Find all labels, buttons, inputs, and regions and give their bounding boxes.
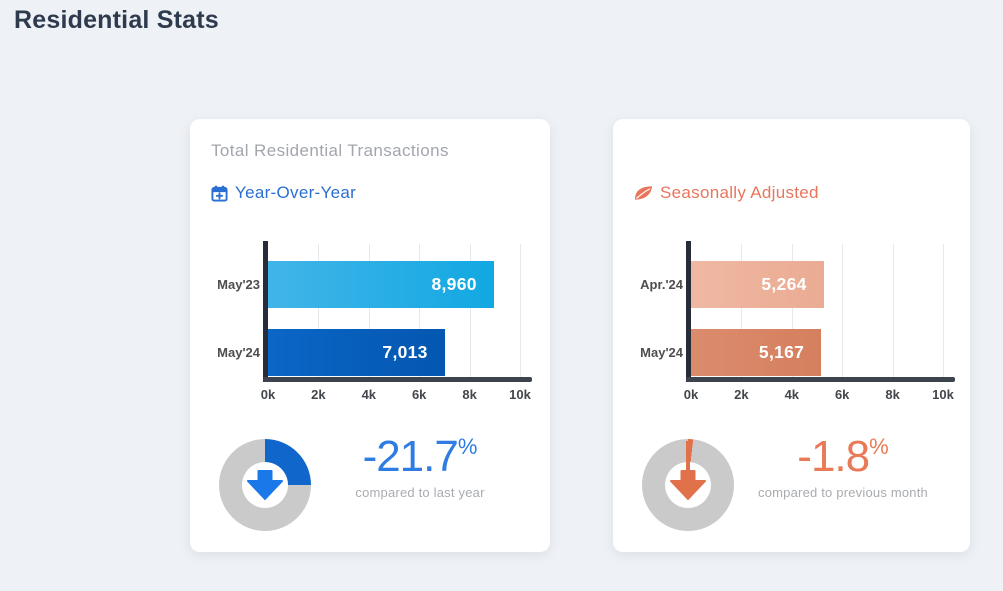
calendar-plus-icon <box>211 185 228 202</box>
bar-value-label: 5,264 <box>761 274 807 294</box>
tick-label: 2k <box>311 387 326 402</box>
bar-value-label: 7,013 <box>382 342 428 362</box>
bar-value-label: 5,167 <box>758 342 805 362</box>
bar-apr24: 5,264 <box>691 261 824 308</box>
comparison-caption: compared to previous month <box>758 485 928 500</box>
tick-label: 0k <box>260 387 276 402</box>
category-label: May'23 <box>217 277 260 292</box>
page-title: Residential Stats <box>14 6 219 34</box>
arrow-down-icon <box>668 469 708 506</box>
arrow-down-icon <box>245 469 285 506</box>
change-summary: -1.8% compared to previous month <box>735 435 951 501</box>
leaf-icon <box>634 185 653 201</box>
tick-label: 10k <box>509 387 531 402</box>
bar-may23: 8,960 <box>268 261 494 308</box>
x-axis-ticks: 0k 2k 4k 6k 8k 10k <box>684 387 954 403</box>
gridline <box>318 244 320 377</box>
year-over-year-label: Year-Over-Year <box>235 183 357 202</box>
tick-label: 4k <box>361 387 377 402</box>
year-over-year-badge: Year-Over-Year <box>211 183 356 203</box>
tick-label: 10k <box>932 387 954 402</box>
bar-chart-seasonal: 5,264 5,167 <box>691 244 944 377</box>
gridline <box>791 244 793 377</box>
gridline <box>943 244 944 377</box>
change-gauge <box>642 439 734 531</box>
x-axis-line <box>686 377 955 382</box>
card-seasonally-adjusted: Seasonally Adjusted 5,264 5,167 Apr.'24 … <box>613 119 970 552</box>
bar-may24: 5,167 <box>691 329 822 376</box>
seasonally-adjusted-label: Seasonally Adjusted <box>660 183 819 202</box>
change-summary: -21.7% compared to last year <box>312 435 528 501</box>
card-title: Total Residential Transactions <box>211 141 449 160</box>
seasonally-adjusted-badge: Seasonally Adjusted <box>634 183 819 203</box>
tick-label: 2k <box>734 387 749 402</box>
x-axis-ticks: 0k 2k 4k 6k 8k 10k <box>261 387 531 403</box>
gridline <box>520 244 521 377</box>
bar-chart-yoy: 8,960 7,013 <box>268 244 521 377</box>
tick-label: 4k <box>784 387 800 402</box>
gridline <box>741 244 743 377</box>
tick-label: 8k <box>462 387 477 402</box>
bar-value-label: 8,960 <box>431 274 477 294</box>
percent-change: -21.7% <box>312 435 528 479</box>
card-year-over-year: Total Residential Transactions Year-Over… <box>190 119 550 552</box>
gridline <box>469 244 471 377</box>
category-label: Apr.'24 <box>640 277 683 292</box>
gridline <box>368 244 370 377</box>
change-gauge <box>219 439 311 531</box>
category-label: May'24 <box>640 345 683 360</box>
tick-label: 0k <box>683 387 699 402</box>
tick-label: 6k <box>411 387 427 402</box>
x-axis-line <box>263 377 532 382</box>
y-axis-line <box>686 241 691 382</box>
percent-value: -21.7 <box>362 432 459 481</box>
comparison-caption: compared to last year <box>355 485 485 500</box>
percent-sign: % <box>869 434 889 459</box>
tick-label: 6k <box>834 387 850 402</box>
category-label: May'24 <box>217 345 260 360</box>
percent-sign: % <box>457 434 478 459</box>
bar-may24: 7,013 <box>268 329 445 376</box>
gridline <box>419 244 421 377</box>
gauge-stem <box>686 441 690 471</box>
percent-change: -1.8% <box>735 435 951 479</box>
percent-value: -1.8 <box>797 432 870 481</box>
tick-label: 8k <box>885 387 900 402</box>
gridline <box>892 244 894 377</box>
y-axis-line <box>263 241 268 382</box>
gridline <box>842 244 844 377</box>
